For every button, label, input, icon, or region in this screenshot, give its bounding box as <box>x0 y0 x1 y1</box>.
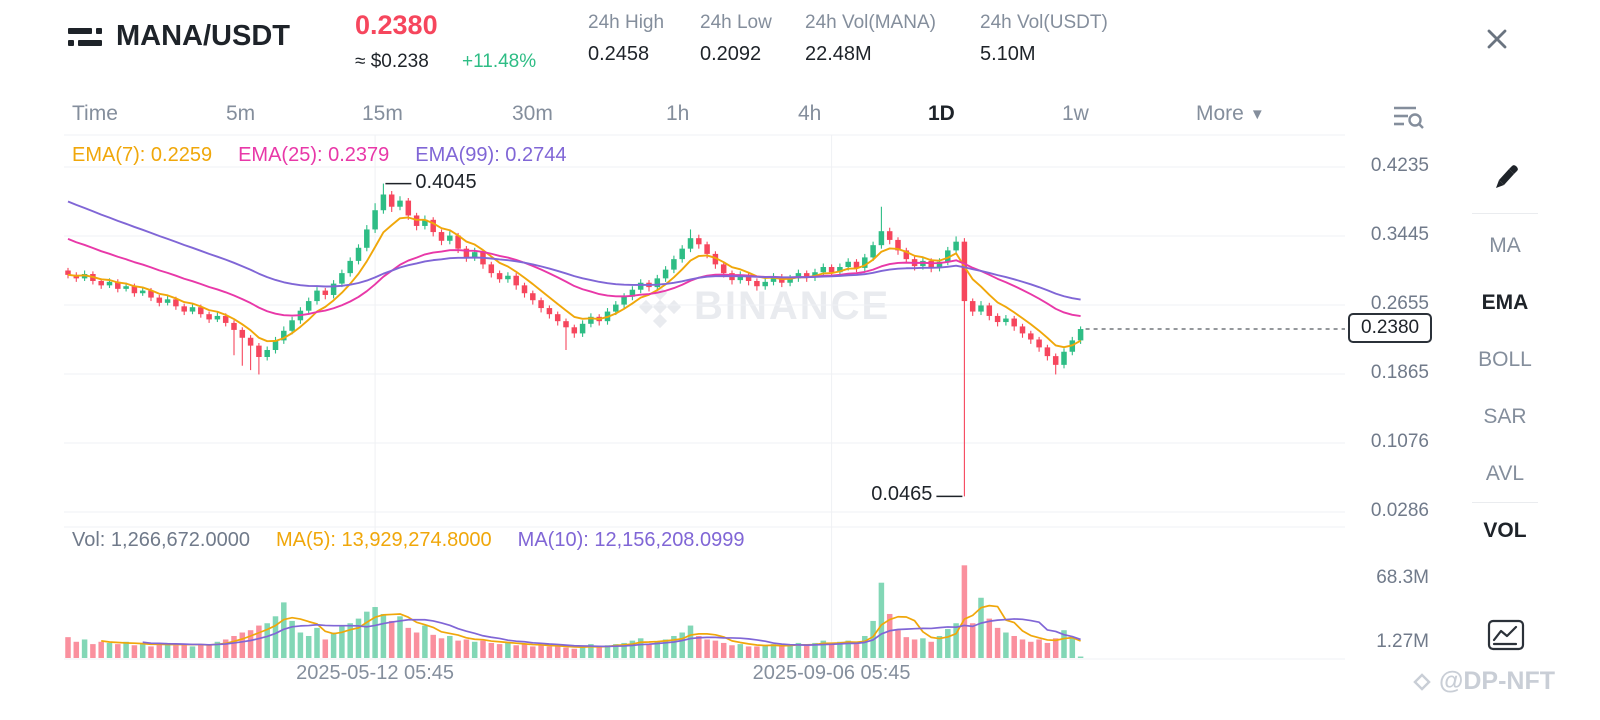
stat-24h-low: 24h Low 0.2092 <box>700 12 772 66</box>
volume-axis-label: 1.27M <box>1376 631 1429 652</box>
tab-30m[interactable]: 30m <box>512 102 553 125</box>
tab-1h[interactable]: 1h <box>666 102 690 125</box>
stat-label: 24h High <box>588 12 665 33</box>
sidebar-item-vol[interactable]: VOL <box>1483 519 1527 542</box>
volume-indicator-legend: Vol: 1,266,672.0000 MA(5): 13,929,274.800… <box>72 529 744 552</box>
price-axis-label: 0.1076 <box>1370 430 1429 452</box>
price-change-percent: +11.48% <box>462 51 537 72</box>
volume-bars <box>65 565 1084 658</box>
price-axis-label: 0.1865 <box>1370 362 1429 384</box>
watermark-text: BINANCE <box>694 284 891 328</box>
price-annotation: 0.0465 <box>871 483 933 506</box>
stat-label: 24h Vol(MANA) <box>805 12 936 33</box>
sidebar-divider <box>1472 213 1538 214</box>
tab-time[interactable]: Time <box>72 102 118 125</box>
market-menu-icon[interactable] <box>66 24 104 56</box>
indicator-settings-icon[interactable] <box>1390 103 1426 129</box>
stat-label: 24h Vol(USDT) <box>980 12 1108 33</box>
last-price-tag: 0.2380 <box>1348 313 1433 344</box>
stat-value: 0.2458 <box>588 43 650 65</box>
sidebar-item-boll[interactable]: BOLL <box>1478 348 1532 371</box>
binance-watermark: BINANCE <box>638 284 890 329</box>
x-axis-date-label: 2025-05-12 05:45 <box>296 662 455 684</box>
price-axis-label: 0.0286 <box>1370 499 1429 521</box>
chart-style-icon[interactable] <box>1486 618 1526 652</box>
ema-line-ema-25 <box>67 238 1081 317</box>
price-axis-label: 0.4235 <box>1370 154 1429 176</box>
credit-watermark: @DP-NFT <box>1410 667 1555 696</box>
grid-lines <box>64 134 1345 660</box>
stat-24h-vol-mana: 24h Vol(MANA) 22.48M <box>805 12 936 66</box>
price-axis-label: 0.3445 <box>1370 223 1429 245</box>
more-label: More <box>1196 102 1244 125</box>
draw-pencil-icon[interactable] <box>1490 158 1522 194</box>
ema-line-ema-99 <box>67 200 1081 301</box>
stat-24h-vol-usdt: 24h Vol(USDT) 5.10M <box>980 12 1108 66</box>
annotation-lines <box>385 182 963 498</box>
tab-4h[interactable]: 4h <box>798 102 822 125</box>
tab-more[interactable]: More ▼ <box>1196 102 1265 126</box>
page-title: MANA/USDT <box>116 20 290 52</box>
credit-text: @DP-NFT <box>1439 667 1556 695</box>
close-icon[interactable] <box>1482 24 1512 54</box>
volume-axis-label: 68.3M <box>1376 566 1429 588</box>
stat-value: 5.10M <box>980 43 1036 65</box>
tab-15m[interactable]: 15m <box>362 102 403 125</box>
last-price: 0.2380 <box>355 10 438 40</box>
tab-5m[interactable]: 5m <box>226 102 256 125</box>
price-legend-item: EMA(7): 0.2259 <box>72 144 213 166</box>
tab-1d[interactable]: 1D <box>928 102 955 125</box>
stat-24h-high: 24h High 0.2458 <box>588 12 664 66</box>
sidebar-item-sar[interactable]: SAR <box>1483 405 1527 428</box>
price-axis-label: 0.2655 <box>1370 293 1429 314</box>
sidebar-item-ma[interactable]: MA <box>1489 234 1521 257</box>
sidebar-divider <box>1472 502 1538 503</box>
ema-line-ema-7 <box>67 216 1082 349</box>
tab-1w[interactable]: 1w <box>1062 102 1089 125</box>
volume-legend-item: Vol: 1,266,672.0000 <box>72 529 250 551</box>
price-legend-item: EMA(25): 0.2379 <box>238 144 390 166</box>
sidebar-item-avl[interactable]: AVL <box>1485 462 1525 485</box>
stat-value: 0.2092 <box>700 43 762 65</box>
price-legend-item: EMA(99): 0.2744 <box>415 144 567 166</box>
candles <box>65 183 1084 497</box>
volume-legend-item: MA(10): 12,156,208.0999 <box>517 529 745 551</box>
volume-legend-item: MA(5): 13,929,274.8000 <box>275 529 492 551</box>
stat-value: 22.48M <box>805 43 872 65</box>
price-indicator-legend: EMA(7): 0.2259 EMA(25): 0.2379 EMA(99): 0.… <box>72 144 566 167</box>
sidebar-item-ema[interactable]: EMA <box>1481 291 1529 314</box>
volume-ma-lines <box>101 604 1081 648</box>
credit-logo-icon <box>1413 672 1431 691</box>
last-price-tag-value: 0.2380 <box>1361 317 1420 339</box>
x-axis-date-label: 2025-09-06 05:45 <box>752 662 911 684</box>
volume-ma-line-ma-10 <box>142 618 1081 648</box>
stat-label: 24h Low <box>700 12 772 33</box>
price-annotation: 0.4045 <box>415 170 477 193</box>
interval-tabs: More ▼ Time 5m 15m 30m 1h 4h 1D 1w <box>0 102 1600 132</box>
price-fiat-equivalent: ≈ $0.238 <box>355 51 429 72</box>
ema-lines <box>67 200 1082 349</box>
chevron-down-icon: ▼ <box>1249 105 1265 123</box>
